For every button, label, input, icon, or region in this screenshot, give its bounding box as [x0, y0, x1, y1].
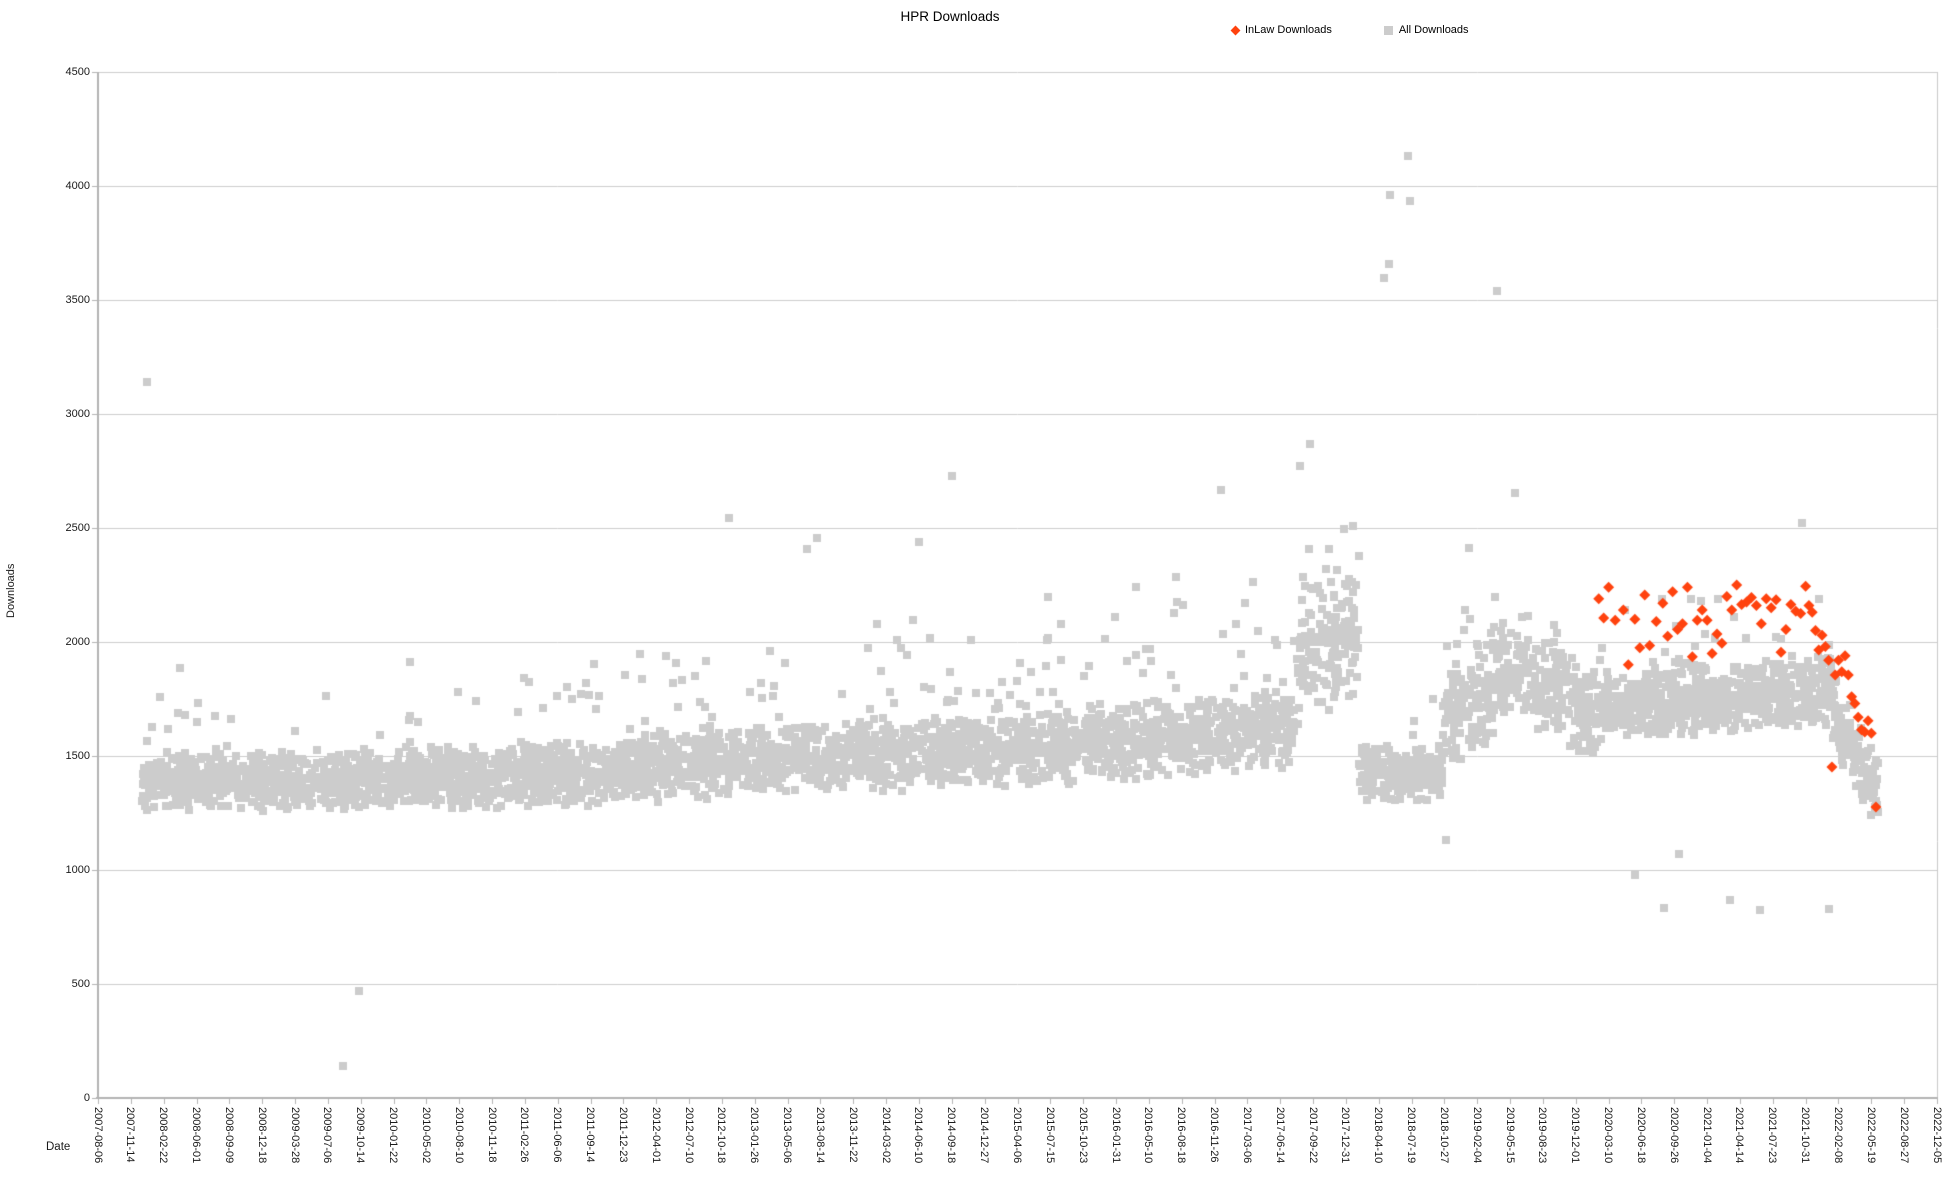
y-tick-label: 4500 — [65, 65, 90, 78]
x-tick-label: 2010-08-10 — [452, 1107, 465, 1164]
x-tick-label: 2017-06-14 — [1273, 1107, 1286, 1164]
x-tick-label: 2007-11-14 — [124, 1107, 137, 1163]
y-tick-label: 1500 — [65, 749, 90, 762]
x-tick-label: 2021-01-04 — [1700, 1107, 1713, 1164]
x-tick-label: 2018-10-27 — [1437, 1107, 1450, 1164]
x-tick-label: 2022-12-05 — [1930, 1107, 1943, 1164]
x-tick-label: 2017-12-31 — [1339, 1107, 1352, 1164]
x-tick-label: 2019-08-23 — [1536, 1107, 1549, 1164]
x-tick-label: 2020-06-18 — [1634, 1107, 1647, 1164]
x-tick-label: 2009-07-06 — [321, 1107, 334, 1164]
x-tick-label: 2014-12-27 — [978, 1107, 991, 1164]
x-tick-label: 2016-01-31 — [1109, 1107, 1122, 1164]
y-tick-label: 3500 — [65, 293, 90, 306]
x-tick-label: 2010-11-18 — [485, 1107, 498, 1163]
y-tick-label: 0 — [83, 1091, 90, 1104]
x-tick-label: 2022-02-08 — [1831, 1107, 1844, 1164]
x-tick-label: 2014-03-02 — [879, 1107, 892, 1164]
x-tick-label: 2015-10-23 — [1076, 1107, 1089, 1164]
x-tick-label: 2021-04-14 — [1733, 1107, 1746, 1164]
x-tick-label: 2016-11-26 — [1208, 1107, 1221, 1163]
x-tick-label: 2011-06-06 — [551, 1107, 564, 1163]
x-tick-label: 2016-08-18 — [1175, 1107, 1188, 1164]
x-tick-label: 2010-01-22 — [387, 1107, 400, 1164]
y-tick-label: 1000 — [65, 863, 90, 876]
x-tick-label: 2008-09-09 — [222, 1107, 235, 1164]
x-tick-label: 2014-09-18 — [945, 1107, 958, 1164]
x-tick-label: 2012-10-18 — [715, 1107, 728, 1164]
x-tick-label: 2011-09-14 — [584, 1107, 597, 1163]
x-tick-label: 2019-12-01 — [1569, 1107, 1582, 1164]
y-tick-label: 3000 — [65, 407, 90, 420]
x-tick-label: 2014-06-10 — [912, 1107, 925, 1164]
x-tick-label: 2015-04-06 — [1011, 1107, 1023, 1164]
y-axis-title: Downloads — [5, 563, 17, 618]
x-tick-label: 2010-05-02 — [419, 1107, 432, 1164]
x-tick-label: 2008-12-18 — [255, 1107, 268, 1164]
x-tick-label: 2019-05-15 — [1503, 1107, 1516, 1164]
x-tick-label: 2011-02-26 — [518, 1107, 531, 1163]
x-tick-label: 2018-04-10 — [1372, 1107, 1385, 1164]
x-tick-label: 2008-06-01 — [190, 1107, 203, 1164]
x-tick-label: 2020-09-26 — [1667, 1107, 1680, 1164]
x-tick-label: 2017-03-06 — [1240, 1107, 1253, 1164]
x-axis-title: Date — [46, 1141, 71, 1153]
x-tick-label: 2013-05-06 — [781, 1107, 794, 1164]
x-tick-label: 2015-07-15 — [1043, 1107, 1056, 1164]
x-tick-label: 2008-02-22 — [157, 1107, 170, 1164]
x-tick-label: 2012-07-10 — [682, 1107, 695, 1164]
x-tick-label: 2017-09-22 — [1306, 1107, 1319, 1164]
x-tick-label: 2013-11-22 — [846, 1107, 859, 1163]
x-tick-label: 2022-05-19 — [1864, 1107, 1877, 1164]
x-tick-label: 2016-05-10 — [1142, 1107, 1155, 1164]
x-tick-label: 2007-08-06 — [91, 1107, 104, 1164]
y-tick-label: 2500 — [65, 521, 90, 534]
y-tick-label: 4000 — [65, 179, 90, 192]
y-tick-label: 2000 — [65, 635, 90, 648]
x-tick-label: 2019-02-04 — [1470, 1107, 1483, 1164]
x-tick-label: 2009-10-14 — [354, 1107, 367, 1164]
x-tick-label: 2022-08-27 — [1897, 1107, 1910, 1164]
y-tick-label: 500 — [71, 977, 90, 990]
x-tick-label: 2021-07-23 — [1766, 1107, 1779, 1164]
x-tick-label: 2020-03-10 — [1602, 1107, 1615, 1164]
x-tick-label: 2009-03-28 — [288, 1107, 301, 1164]
x-tick-label: 2021-10-31 — [1799, 1107, 1812, 1164]
x-tick-label: 2013-08-14 — [813, 1107, 826, 1164]
x-tick-label: 2013-01-26 — [748, 1107, 761, 1164]
x-tick-label: 2011-12-23 — [616, 1107, 629, 1163]
x-tick-label: 2012-04-01 — [649, 1107, 662, 1164]
x-tick-label: 2018-07-19 — [1405, 1107, 1418, 1164]
